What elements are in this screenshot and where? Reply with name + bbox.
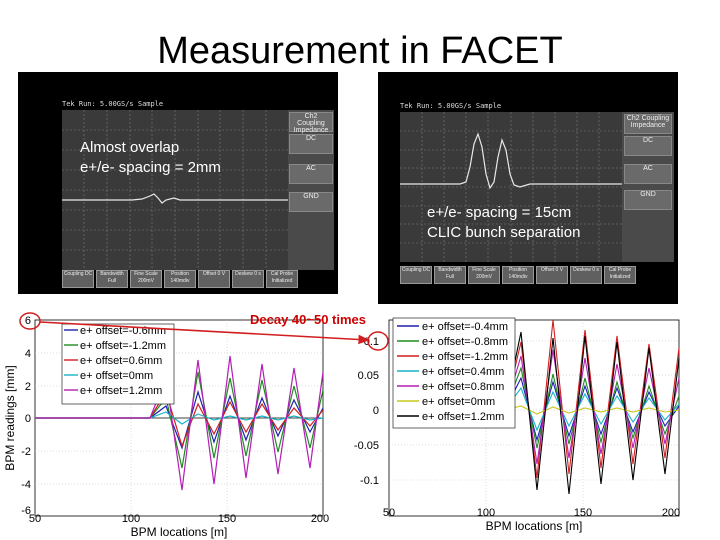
right-caption-line2: CLIC bunch separation xyxy=(427,224,581,241)
deskew-button[interactable]: Deskew 0 s xyxy=(232,270,264,288)
y-tick-label: 2 xyxy=(25,381,31,393)
y-tick-label: -2 xyxy=(21,446,31,458)
slide-title: Measurement in FACET xyxy=(157,30,563,72)
legend-entry: e+ offset=-1.2mm xyxy=(80,340,166,352)
offset-button[interactable]: Offset 0 V xyxy=(536,266,568,284)
y-tick-label: 0 xyxy=(25,413,31,425)
highlight-circle-left xyxy=(19,312,41,330)
y-axis-label: BPM readings [mm] xyxy=(3,365,17,470)
scope-bottom-buttons: Coupling DC Bandwidth Full Fine Scale 20… xyxy=(400,266,636,284)
decay-annotation: Decay 40~50 times xyxy=(250,312,367,327)
scope-grid xyxy=(62,110,288,270)
coupling-impedance-label: Ch2 Coupling Impedance xyxy=(624,114,672,134)
dc-button[interactable]: DC xyxy=(624,136,672,156)
right-caption-line1: e+/e- spacing = 15cm xyxy=(427,204,572,221)
x-tick-label: 200 xyxy=(662,507,680,519)
y-tick-label: -6 xyxy=(21,505,31,517)
right-caption: e+/e- spacing = 15cm CLIC bunch separati… xyxy=(427,203,580,243)
legend-entry: e+ offset=0mm xyxy=(80,370,153,382)
y-tick-label: 6 xyxy=(25,315,31,327)
left-bpm-plot: e+ offset=-0.6mm e+ offset=-1.2mm e+ off… xyxy=(3,312,329,539)
cal-probe-button[interactable]: Cal Probe Initialized xyxy=(604,266,636,284)
left-caption-line2: e+/e- spacing = 2mm xyxy=(80,159,221,176)
scope-bottom-buttons: Coupling DC Bandwidth Full Fine Scale 20… xyxy=(62,270,298,288)
x-tick-label: 50 xyxy=(29,513,41,525)
gnd-button[interactable]: GND xyxy=(624,190,672,210)
cal-probe-button[interactable]: Cal Probe Initialized xyxy=(266,270,298,288)
bandwidth-button[interactable]: Bandwidth Full xyxy=(96,270,128,288)
position-button[interactable]: Position 140mdiv xyxy=(164,270,196,288)
y-tick-label: -4 xyxy=(21,479,31,491)
legend-entry: e+ offset=0mm xyxy=(422,396,495,408)
legend-entry: e+ offset=0.4mm xyxy=(422,366,504,378)
oscilloscope-right: Tek Run: 5.00GS/s Sample Ch2 Coupling Im… xyxy=(378,72,678,304)
x-axis-label: BPM locations [m] xyxy=(486,519,583,533)
x-tick-label: 150 xyxy=(218,513,236,525)
x-tick-label: 150 xyxy=(574,507,592,519)
legend-entry: e+ offset=-1.2mm xyxy=(422,351,508,363)
oscilloscope-left: Tek Run: 5.00GS/s Sample Ch2 Coupling Im… xyxy=(18,72,338,294)
legend-entry: e+ offset=1.2mm xyxy=(422,411,504,423)
x-tick-label: 200 xyxy=(311,513,329,525)
left-caption: Almost overlap e+/e- spacing = 2mm xyxy=(80,138,221,178)
gnd-button[interactable]: GND xyxy=(289,192,333,212)
bandwidth-button[interactable]: Bandwidth Full xyxy=(434,266,466,284)
x-tick-label: 100 xyxy=(477,507,495,519)
left-caption-line1: Almost overlap xyxy=(80,139,180,156)
y-tick-label: -0.1 xyxy=(360,475,379,487)
fine-scale-button[interactable]: Fine Scale 200mV xyxy=(130,270,162,288)
legend-entry: e+ offset=0.6mm xyxy=(80,355,162,367)
scope-header: Tek Run: 5.00GS/s Sample xyxy=(400,102,502,110)
coupling-impedance-label: Ch2 Coupling Impedance xyxy=(289,112,333,134)
legend-entry: e+ offset=-0.4mm xyxy=(422,321,508,333)
y-tick-label: -0.05 xyxy=(354,440,379,452)
x-tick-label: 50 xyxy=(383,507,395,519)
x-tick-label: 100 xyxy=(122,513,140,525)
ac-button[interactable]: AC xyxy=(624,164,672,184)
offset-button[interactable]: Offset 0 V xyxy=(198,270,230,288)
coupling-button[interactable]: Coupling DC xyxy=(400,266,432,284)
y-tick-label: 0 xyxy=(373,405,379,417)
scope-grid xyxy=(400,112,622,262)
deskew-button[interactable]: Deskew 0 s xyxy=(570,266,602,284)
ac-button[interactable]: AC xyxy=(289,164,333,184)
y-tick-label: 4 xyxy=(25,348,31,360)
position-button[interactable]: Position 140mdiv xyxy=(502,266,534,284)
y-tick-label: 0.05 xyxy=(358,370,379,382)
fine-scale-button[interactable]: Fine Scale 200mV xyxy=(468,266,500,284)
legend-entry: e+ offset=1.2mm xyxy=(80,385,162,397)
legend-entry: e+ offset=0.8mm xyxy=(422,381,504,393)
scope-header: Tek Run: 5.00GS/s Sample xyxy=(62,100,164,108)
x-axis-label: BPM locations [m] xyxy=(131,525,228,539)
legend-entry: e+ offset=-0.8mm xyxy=(422,336,508,348)
dc-button[interactable]: DC xyxy=(289,134,333,154)
coupling-button[interactable]: Coupling DC xyxy=(62,270,94,288)
right-bpm-plot: e+ offset=-0.4mm e+ offset=-0.8mm e+ off… xyxy=(354,317,680,533)
